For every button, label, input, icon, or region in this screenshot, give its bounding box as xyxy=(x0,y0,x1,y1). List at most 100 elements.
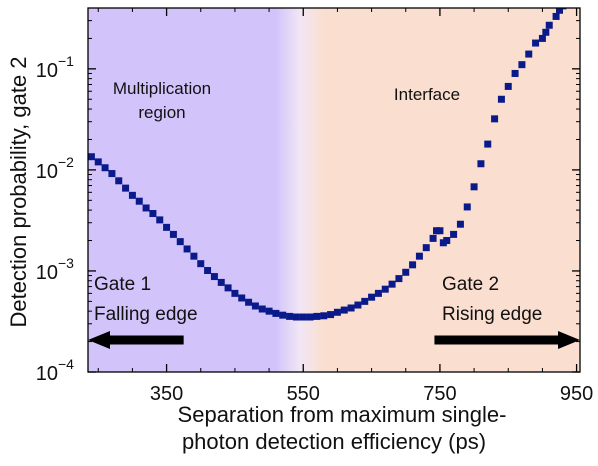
data-point xyxy=(279,311,287,319)
data-point xyxy=(484,140,492,148)
gate-1-arrow xyxy=(88,331,184,349)
data-point xyxy=(313,312,321,320)
data-point xyxy=(94,158,102,166)
data-point xyxy=(354,301,362,309)
data-point xyxy=(163,223,171,231)
gate-1-label-line-1: Gate 1 xyxy=(94,274,151,295)
data-point xyxy=(545,21,553,29)
data-point xyxy=(450,230,458,238)
data-point xyxy=(292,313,300,321)
data-point xyxy=(217,278,225,286)
y-tick-exponent: −3 xyxy=(58,255,74,271)
data-point xyxy=(115,177,123,185)
data-point xyxy=(402,268,410,276)
data-point xyxy=(463,203,471,211)
plot-area: Multiplication region Interface Gate 1 Fall… xyxy=(87,7,581,373)
plot-frame xyxy=(87,7,581,373)
x-axis-label-line2: photon detection efficiency (ps) xyxy=(182,429,486,454)
data-point xyxy=(128,191,136,199)
data-point xyxy=(552,12,560,20)
data-point xyxy=(251,302,259,310)
data-point xyxy=(88,153,95,161)
data-point xyxy=(169,230,177,238)
data-point xyxy=(388,280,396,288)
data-point xyxy=(395,275,403,283)
y-axis-ticks: 10−410−310−210−1 xyxy=(36,20,580,385)
region-labels: Multiplication region Interface xyxy=(113,79,460,122)
data-point xyxy=(559,8,567,10)
data-point xyxy=(409,261,417,269)
data-point xyxy=(347,304,355,312)
data-point xyxy=(456,220,464,228)
gate-1-label-line-2: Falling edge xyxy=(94,304,198,325)
data-point xyxy=(368,293,376,301)
gate-2-arrow xyxy=(434,331,580,349)
data-point xyxy=(122,184,130,192)
region-label-1-line-1: Multiplication xyxy=(113,79,211,98)
data-point xyxy=(532,39,540,47)
data-point xyxy=(286,312,294,320)
x-tick-label: 550 xyxy=(287,383,320,405)
data-point xyxy=(210,273,218,281)
region-label-2-line-1: Interface xyxy=(394,85,460,104)
data-point xyxy=(429,234,437,242)
data-point xyxy=(238,294,246,302)
data-point xyxy=(436,227,444,235)
data-point xyxy=(149,210,157,218)
data-point xyxy=(497,95,505,103)
data-point xyxy=(176,238,184,246)
x-axis-ticks: 350 550 750 950 xyxy=(97,8,593,405)
y-tick-exponent: −4 xyxy=(58,356,74,372)
data-point xyxy=(135,197,143,205)
data-point xyxy=(333,308,341,316)
data-point xyxy=(538,34,546,42)
region-label-1-line-2: region xyxy=(138,103,185,122)
data-points xyxy=(88,8,567,321)
data-point xyxy=(511,69,519,77)
data-point xyxy=(231,289,239,297)
data-point xyxy=(224,284,232,292)
data-point xyxy=(491,115,499,123)
data-point xyxy=(156,216,164,224)
data-point xyxy=(306,313,314,321)
data-point xyxy=(183,245,191,253)
gate-2-label-line-2: Rising edge xyxy=(442,304,542,325)
data-point xyxy=(320,312,328,320)
x-tick-label: 950 xyxy=(560,383,593,405)
data-point xyxy=(265,307,273,315)
y-tick-label: 10 xyxy=(36,161,58,183)
data-point xyxy=(422,244,430,252)
gate-labels: Gate 1 Falling edge Gate 2 Rising edge xyxy=(94,274,542,325)
data-point xyxy=(470,183,478,191)
y-tick-exponent: −2 xyxy=(58,154,74,170)
data-point xyxy=(340,306,348,314)
data-point xyxy=(415,252,423,260)
y-tick-label: 10 xyxy=(36,60,58,82)
y-tick-label: 10 xyxy=(36,262,58,284)
data-point xyxy=(381,285,389,293)
data-point xyxy=(374,289,382,297)
data-point xyxy=(504,82,512,90)
data-point xyxy=(204,267,212,275)
gate-2-label-line-1: Gate 2 xyxy=(442,274,499,295)
data-point xyxy=(258,305,266,313)
data-point xyxy=(108,170,116,178)
data-point xyxy=(477,160,485,168)
data-point xyxy=(518,61,526,69)
data-point xyxy=(556,8,563,14)
x-axis-label-line1: Separation from maximum single- xyxy=(178,402,507,427)
data-point xyxy=(299,313,307,321)
data-point xyxy=(272,309,280,317)
data-point xyxy=(525,50,533,58)
data-point xyxy=(542,28,550,36)
data-point xyxy=(197,260,205,268)
x-tick-label: 750 xyxy=(423,383,456,405)
data-point xyxy=(327,311,335,319)
gate-arrows xyxy=(88,331,580,349)
data-point xyxy=(142,204,150,212)
data-point xyxy=(101,164,109,172)
data-point xyxy=(361,297,369,305)
y-tick-label: 10 xyxy=(36,363,58,385)
data-point xyxy=(190,252,198,260)
